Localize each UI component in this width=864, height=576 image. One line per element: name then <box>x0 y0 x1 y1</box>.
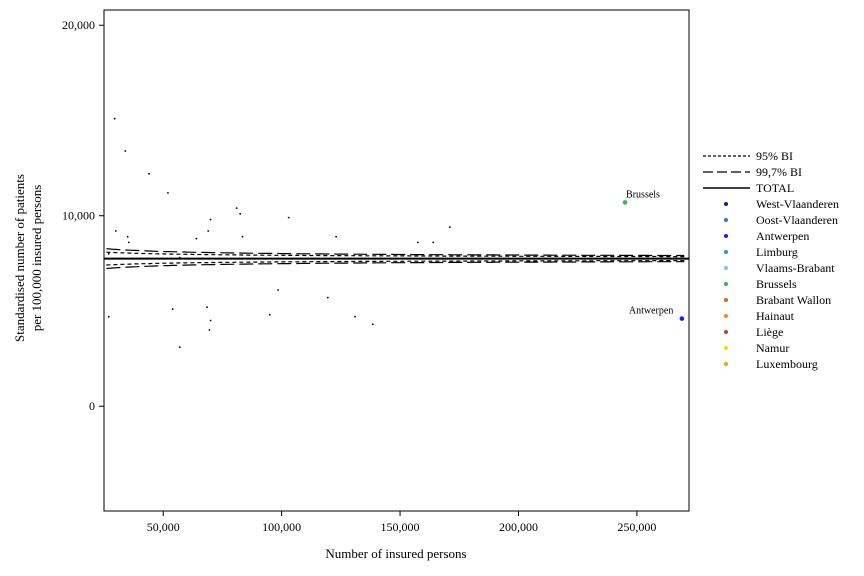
legend-marker <box>724 362 728 366</box>
legend-label: Namur <box>756 341 789 355</box>
x-tick-label: 50,000 <box>147 520 180 534</box>
legend: 95% BI 99,7% BI TOTAL West-Vlaanderen Oost-V… <box>703 149 839 371</box>
plot-frame <box>103 9 690 512</box>
ci95-lower-curve <box>106 260 685 266</box>
legend-marker <box>724 346 728 350</box>
data-point <box>448 226 451 229</box>
data-point <box>113 117 116 120</box>
data-point <box>206 306 208 309</box>
legend-marker <box>724 298 728 302</box>
legend-marker <box>724 282 728 286</box>
legend-marker <box>724 314 728 318</box>
legend-label: 95% BI <box>756 149 793 163</box>
data-point <box>416 241 419 244</box>
data-point <box>335 235 338 238</box>
x-tick-label: 250,000 <box>617 520 656 534</box>
data-point <box>178 256 181 259</box>
y-tick-label: 0 <box>89 399 95 413</box>
data-point <box>241 235 244 238</box>
plot-layer: Brussels Antwerpen <box>104 117 689 349</box>
legend-marker <box>724 234 728 238</box>
point-label: Brussels <box>626 189 660 200</box>
data-point <box>167 191 169 194</box>
data-point <box>171 308 174 310</box>
legend-marker <box>724 330 728 334</box>
legend-label: 99,7% BI <box>756 165 802 179</box>
data-point <box>107 252 110 255</box>
axis-layer: 50,000 100,000 150,000 200,000 250,000 0 10,00… <box>62 9 690 534</box>
legend-label: TOTAL <box>756 181 794 195</box>
data-point <box>326 296 329 299</box>
data-point <box>207 230 210 232</box>
ci95-upper-curve <box>106 251 685 258</box>
legend-label: Luxembourg <box>756 357 818 371</box>
y-axis-title-line-1: Standardised number of patients <box>12 174 27 342</box>
legend-label: Limburg <box>756 245 798 259</box>
x-tick-label: 150,000 <box>381 520 420 534</box>
legend-marker <box>724 218 728 222</box>
plot-content <box>104 117 689 349</box>
y-axis-title-line-2: per 100,000 insured persons <box>29 185 44 332</box>
data-point <box>114 230 117 232</box>
data-point <box>209 218 212 221</box>
legend-label: Vlaams-Brabant <box>756 261 835 275</box>
legend-label: Hainaut <box>756 309 795 323</box>
legend-label: West-Vlaanderen <box>756 197 839 211</box>
x-tick-label: 200,000 <box>499 520 538 534</box>
x-tick-label: 100,000 <box>262 520 301 534</box>
legend-label: Brussels <box>756 277 797 291</box>
data-point <box>432 241 435 244</box>
data-point <box>239 212 242 215</box>
data-point <box>354 315 356 318</box>
data-point <box>126 235 129 238</box>
data-point <box>127 241 130 244</box>
data-point <box>178 346 181 349</box>
data-point <box>195 237 198 240</box>
data-point <box>148 172 150 175</box>
point-label: Antwerpen <box>629 306 673 317</box>
legend-marker <box>724 250 728 254</box>
legend-marker <box>724 202 728 206</box>
legend-marker <box>724 266 728 270</box>
ci997-upper-curve <box>106 248 685 257</box>
data-point <box>235 207 238 210</box>
x-axis-title: Number of insured persons <box>325 546 466 561</box>
ci997-lower-curve <box>106 261 685 270</box>
data-point <box>287 216 290 219</box>
y-tick-label: 20,000 <box>62 18 95 32</box>
point-antwerpen <box>679 316 685 321</box>
point-brussels <box>622 200 628 205</box>
legend-label: Oost-Vlaanderen <box>756 213 838 227</box>
data-point <box>208 329 211 331</box>
data-point <box>209 319 212 322</box>
data-point <box>268 313 271 316</box>
legend-label: Antwerpen <box>756 229 809 243</box>
y-tick-label: 10,000 <box>62 209 95 223</box>
data-point <box>124 150 127 152</box>
data-point <box>371 323 374 326</box>
data-point <box>107 315 110 318</box>
data-point <box>277 289 279 291</box>
legend-label: Liège <box>756 325 783 339</box>
legend-label: Brabant Wallon <box>756 293 831 307</box>
